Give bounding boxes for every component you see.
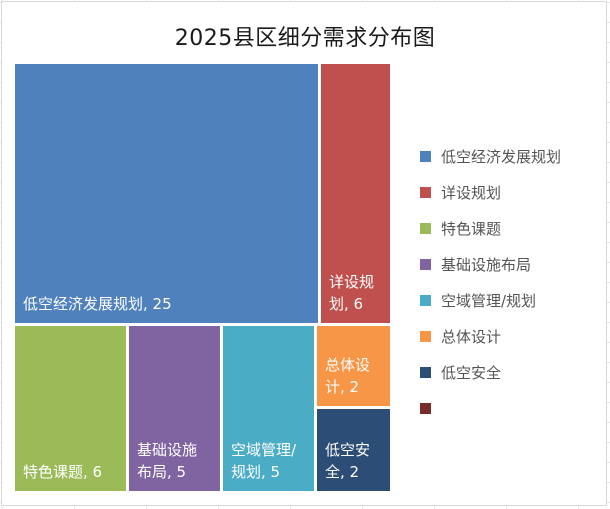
tile-label-line: 计, 2 [325, 378, 360, 396]
legend-label: 详设规划 [441, 183, 502, 202]
legend-label: 低空安全 [441, 363, 502, 382]
tile-label-line: 布局, 5 [137, 463, 187, 481]
tile-label-line: 详设规 [329, 273, 375, 291]
chart-title: 2025县区细分需求分布图 [174, 26, 436, 51]
tile-data-label: 低空安全, 2 [325, 439, 386, 483]
treemap-tile[interactable]: 详设规划, 6 [321, 64, 390, 323]
chart-legend[interactable]: 低空经济发展规划 详设规划特色课题基础设施布局 空域管理/规划 总体设计低空安全 [420, 138, 561, 426]
legend-item[interactable] [420, 390, 561, 426]
legend-swatch [420, 258, 431, 270]
tile-data-label: 低空经济发展规划, 25 [23, 293, 314, 315]
legend-label: 空域管理/规划 [441, 291, 537, 310]
treemap-tile[interactable]: 特色课题, 6 [15, 326, 126, 491]
tile-data-label: 空域管理/规划, 5 [231, 439, 310, 483]
legend-label: 基础设施布局 [441, 255, 532, 274]
treemap-tile[interactable]: 低空安全, 2 [317, 409, 390, 491]
tile-label-line: 全, 2 [325, 463, 360, 481]
tile-data-label: 特色课题, 6 [23, 461, 122, 483]
tile-data-label: 总体设计, 2 [325, 354, 386, 398]
legend-item[interactable]: 低空安全 [420, 354, 561, 390]
tile-data-label: 详设规划, 6 [329, 271, 386, 315]
legend-swatch [420, 330, 431, 342]
legend-item[interactable]: 详设规划 [420, 174, 561, 210]
tile-label-line: 划, 6 [329, 295, 364, 313]
legend-swatch [420, 402, 431, 414]
treemap-tile[interactable]: 低空经济发展规划, 25 [15, 64, 318, 323]
tile-label-line: 低空安 [325, 441, 371, 459]
legend-swatch [420, 222, 431, 234]
legend-swatch [420, 366, 431, 378]
legend-label: 特色课题 [441, 219, 502, 238]
legend-label: 总体设计 [441, 327, 502, 346]
treemap-tile[interactable]: 基础设施布局, 5 [129, 326, 220, 491]
legend-swatch [420, 186, 431, 198]
tile-label-line: 空域管理/ [231, 441, 297, 459]
tile-label-line: 基础设施 [137, 441, 198, 459]
tile-label-line: 规划, 5 [231, 463, 281, 481]
legend-item[interactable]: 空域管理/规划 [420, 282, 561, 318]
legend-item[interactable]: 总体设计 [420, 318, 561, 354]
legend-item[interactable]: 特色课题 [420, 210, 561, 246]
tile-label-line: 总体设 [325, 356, 371, 374]
legend-label: 低空经济发展规划 [441, 147, 562, 166]
treemap-tile[interactable]: 总体设计, 2 [317, 326, 390, 406]
legend-swatch [420, 294, 431, 306]
tile-label-line: 特色课题, 6 [23, 463, 103, 481]
legend-item[interactable]: 低空经济发展规划 [420, 138, 561, 174]
legend-swatch [420, 150, 431, 162]
tile-label-line: 低空经济发展规划, 25 [23, 295, 172, 313]
tile-data-label: 基础设施布局, 5 [137, 439, 216, 483]
treemap-tile[interactable]: 空域管理/规划, 5 [223, 326, 314, 491]
legend-item[interactable]: 基础设施布局 [420, 246, 561, 282]
